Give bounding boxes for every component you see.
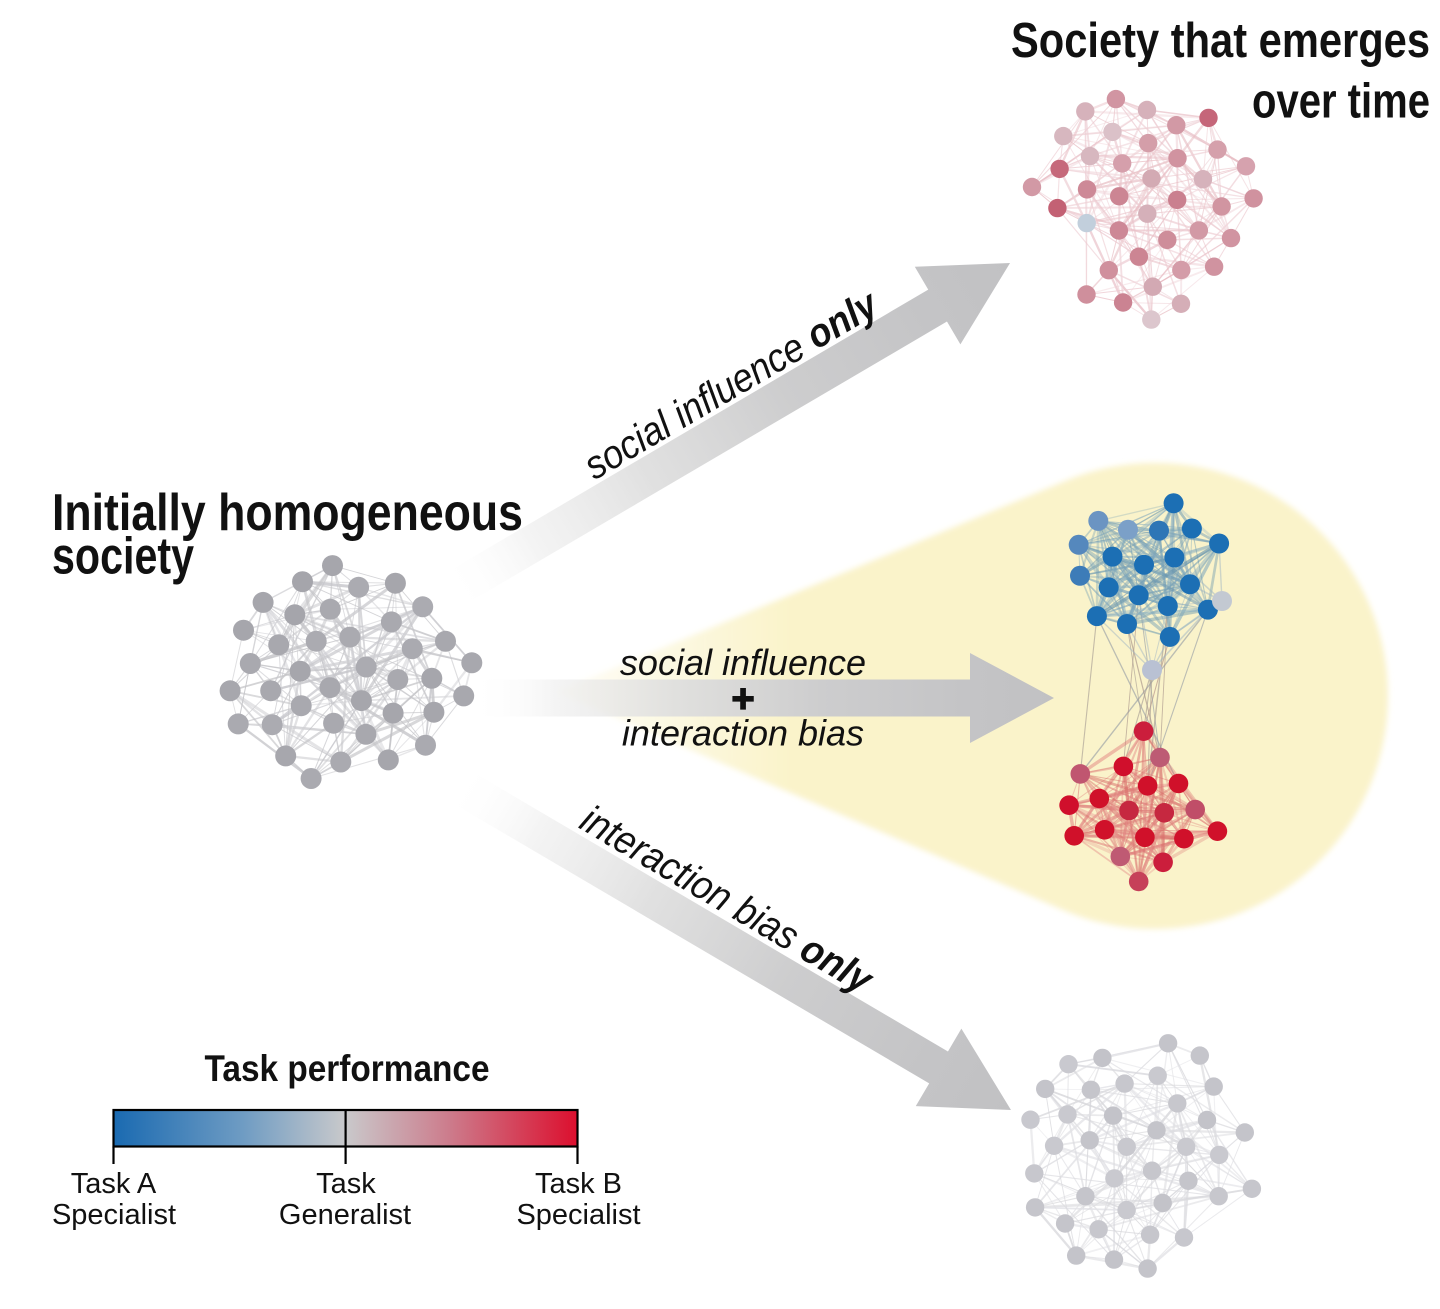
svg-text:Specialist: Specialist bbox=[52, 1199, 176, 1231]
svg-text:+: + bbox=[731, 677, 754, 721]
svg-text:interaction bias: interaction bias bbox=[622, 713, 864, 754]
svg-text:over time: over time bbox=[1252, 75, 1430, 129]
svg-text:social influence: social influence bbox=[620, 642, 866, 683]
svg-text:Task: Task bbox=[316, 1168, 376, 1200]
svg-text:Initially homogeneous: Initially homogeneous bbox=[52, 484, 523, 542]
svg-text:society: society bbox=[52, 528, 194, 586]
svg-text:Society that emerges: Society that emerges bbox=[1011, 14, 1430, 68]
svg-text:Task B: Task B bbox=[535, 1168, 622, 1200]
svg-text:Task A: Task A bbox=[71, 1168, 157, 1200]
svg-text:Specialist: Specialist bbox=[516, 1199, 640, 1231]
svg-text:Generalist: Generalist bbox=[279, 1199, 411, 1231]
svg-text:Task performance: Task performance bbox=[205, 1048, 490, 1089]
